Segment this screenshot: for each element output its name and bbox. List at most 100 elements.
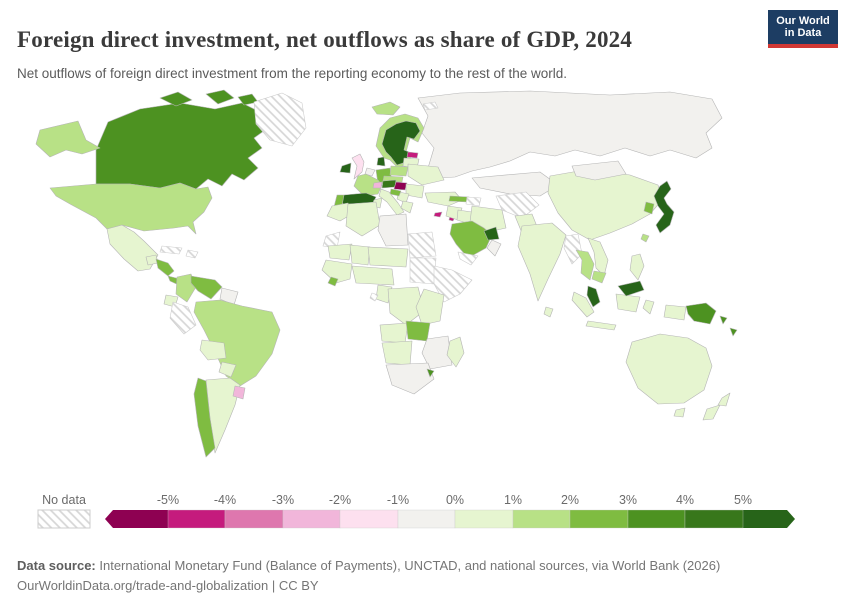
region-angola[interactable]: Angola: 0% to 1%	[379, 322, 409, 344]
region-taiwan[interactable]: Taiwan: 1% to 2%	[640, 233, 650, 243]
region-papua_new_guinea[interactable]: Papua New Guinea: 3% to 4%	[685, 302, 717, 325]
region-ireland[interactable]: Ireland: > 5%	[339, 162, 352, 174]
region-austria[interactable]: Austria: 4% to 5%	[381, 179, 397, 189]
region-indonesia_sumatra[interactable]: Indonesia (Sumatra): 0% to 1%	[571, 291, 595, 318]
region-greenland[interactable]: Greenland: No data	[253, 92, 307, 147]
region-turkey[interactable]: Turkey: 0% to 1%	[424, 191, 463, 207]
region-yemen[interactable]: Yemen: No data	[457, 251, 479, 266]
legend-bin-9[interactable]	[627, 509, 686, 529]
footer-link-line[interactable]: OurWorldinData.org/trade-and-globalizati…	[17, 578, 319, 594]
region-cuba[interactable]: Cuba: No data	[159, 245, 183, 255]
legend-bin-10[interactable]	[684, 509, 744, 529]
region-romania_bulgaria[interactable]: Romania / Bulgaria: 0% to 1%	[405, 183, 425, 199]
legend-bin-5[interactable]	[397, 509, 456, 529]
owid-logo[interactable]: Our World in Data	[768, 10, 838, 48]
region-uae_qatar[interactable]: United Arab Emirates / Qatar: > 5%	[483, 226, 500, 241]
region-bolivia[interactable]: Bolivia: 0% to 1%	[199, 339, 227, 361]
region-drc[interactable]: DR Congo: 0% to 1%	[387, 286, 425, 326]
region-uk[interactable]: United Kingdom: -2% to -1%	[351, 153, 365, 180]
region-usa[interactable]: United States: 1% to 2%	[49, 182, 213, 235]
legend-bin-1[interactable]	[167, 509, 226, 529]
region-indonesia_borneo[interactable]: Indonesia (Kalimantan): 0% to 1%	[615, 293, 641, 313]
region-switzerland[interactable]: Switzerland: -3% to -2%	[372, 181, 383, 189]
region-china[interactable]: China: 0% to 1%	[547, 168, 663, 241]
region-thailand[interactable]: Thailand: 1% to 2%	[575, 249, 595, 281]
region-indonesia_java[interactable]: Indonesia (Java): 0% to 1%	[585, 320, 617, 331]
region-ukraine_belarus[interactable]: Ukraine / Belarus: 0% to 1%	[407, 163, 445, 186]
region-sudan[interactable]: Sudan: No data	[409, 257, 437, 285]
region-honduras_nicaragua[interactable]: Honduras / Nicaragua: 2% to 3%	[155, 258, 175, 277]
region-morocco[interactable]: Morocco: 0% to 1%	[326, 202, 353, 222]
region-libya[interactable]: Libya: -1% to 0%	[377, 213, 409, 247]
region-algeria[interactable]: Algeria: 0% to 1%	[345, 201, 381, 237]
region-mozambique_zimbabwe[interactable]: Mozambique / Zimbabwe: -1% to 0%	[421, 335, 453, 370]
region-new_zealand_north[interactable]: New Zealand (North Island): 0% to 1%	[717, 392, 731, 407]
region-paraguay[interactable]: Paraguay: 0% to 1%	[218, 361, 237, 378]
region-kenya_tanzania[interactable]: Kenya / Tanzania: 0% to 1%	[415, 288, 445, 326]
region-namibia_botswana[interactable]: Namibia / Botswana: 0% to 1%	[381, 340, 413, 366]
region-tasmania[interactable]: Australia (Tasmania): 0% to 1%	[673, 407, 686, 418]
region-egypt[interactable]: Egypt: No data	[407, 231, 437, 259]
region-madagascar[interactable]: Madagascar: 0% to 1%	[446, 336, 465, 368]
region-myanmar[interactable]: Myanmar: No data	[563, 233, 583, 265]
region-peru[interactable]: Peru: No data	[169, 301, 197, 335]
legend-bin-6[interactable]	[454, 509, 514, 529]
region-australia[interactable]: Australia: 0% to 1%	[625, 333, 713, 405]
region-malaysia_borneo[interactable]: Malaysia (Borneo): > 5%	[617, 280, 645, 297]
region-croatia_slovenia[interactable]: Croatia / Slovenia: 2% to 3%	[389, 188, 402, 197]
region-philippines[interactable]: Philippines: 0% to 1%	[629, 253, 645, 281]
region-svalbard[interactable]: Svalbard: No data	[422, 101, 439, 111]
region-south_korea[interactable]: South Korea: 2% to 3%	[643, 201, 655, 215]
region-turkmenistan_afghanistan[interactable]: Turkmenistan / Afghanistan: No data	[495, 191, 540, 219]
region-hungary[interactable]: Hungary: < -5%	[393, 181, 408, 191]
region-kazakhstan_central_asia[interactable]: Kazakhstan / Central Asia: -1% to 0%	[471, 171, 559, 197]
region-greece[interactable]: Greece: 0% to 1%	[400, 200, 414, 214]
region-mongolia[interactable]: Mongolia: -1% to 0%	[571, 160, 627, 181]
region-azerbaijan[interactable]: Azerbaijan: No data	[465, 196, 482, 207]
legend-bin-11[interactable]	[743, 510, 795, 528]
region-alaska[interactable]: United States (Alaska): 1% to 2%	[35, 120, 101, 158]
legend-bin-8[interactable]	[569, 509, 629, 529]
region-netherlands[interactable]: Netherlands / Belgium: -1% to 0%	[364, 167, 376, 177]
region-norway_sweden_finland[interactable]: Norway / Sweden / Finland: > 5%	[381, 120, 421, 166]
region-canada_islands[interactable]: Canada (arctic islands): 3% to 4%	[205, 89, 235, 105]
region-solomon_islands[interactable]: Solomon Islands: 3% to 4%	[719, 315, 728, 325]
legend-bin-0[interactable]	[105, 510, 168, 528]
region-indonesia_sulawesi[interactable]: Indonesia (Sulawesi): 0% to 1%	[642, 299, 655, 315]
region-italy[interactable]: Italy: 0% to 1%	[378, 188, 405, 216]
region-georgia_armenia[interactable]: Georgia / Armenia: 2% to 3%	[448, 195, 470, 203]
region-sri_lanka[interactable]: Sri Lanka: 0% to 1%	[543, 306, 554, 318]
region-russia[interactable]: Russia: -1% to 0%	[417, 90, 723, 179]
region-oman[interactable]: Oman: -1% to 0%	[486, 239, 502, 257]
region-malaysia_peninsular[interactable]: Malaysia (peninsular): > 5%	[586, 285, 601, 308]
world-choropleth-map[interactable]: Russia: -1% to 0% Canada: 3% to 4%Canada …	[10, 88, 840, 488]
region-cyprus[interactable]: Cyprus: -5% to -4%	[433, 211, 443, 218]
legend-bin-3[interactable]	[282, 509, 341, 529]
legend-bin-4[interactable]	[339, 509, 399, 529]
region-south_africa[interactable]: South Africa: -1% to 0%	[385, 362, 435, 395]
region-venezuela[interactable]: Venezuela: 2% to 3%	[190, 275, 223, 300]
region-equatorial_guinea[interactable]: Equatorial Guinea: No data	[369, 292, 379, 302]
region-poland[interactable]: Poland: 1% to 2%	[389, 165, 409, 177]
legend-bin-7[interactable]	[512, 509, 571, 529]
region-canada_islands[interactable]: Canada (arctic islands): 3% to 4%	[159, 91, 193, 107]
region-indonesia_papua[interactable]: Indonesia (Papua): 0% to 1%	[663, 304, 687, 321]
region-denmark[interactable]: Denmark: > 5%	[376, 156, 386, 167]
region-niger_chad[interactable]: Niger / Chad: 0% to 1%	[367, 246, 409, 268]
region-zambia[interactable]: Zambia: 2% to 3%	[405, 320, 431, 342]
region-iceland[interactable]: Iceland: 1% to 2%	[371, 101, 401, 116]
region-mauritania[interactable]: Mauritania: 0% to 1%	[327, 243, 353, 261]
region-hispaniola[interactable]: Haiti / Dominican Republic: No data	[185, 249, 199, 259]
region-new_zealand_south[interactable]: New Zealand (South Island): 0% to 1%	[702, 404, 721, 421]
region-japan[interactable]: Japan: > 5%	[653, 180, 675, 234]
region-mali[interactable]: Mali: 0% to 1%	[349, 244, 371, 266]
region-estonia[interactable]: Estonia: -5% to -4%	[406, 151, 419, 159]
region-fiji_vanuatu[interactable]: Vanuatu / Fiji: 3% to 4%	[729, 327, 738, 337]
region-france[interactable]: France: 1% to 2%	[353, 173, 383, 197]
region-cambodia[interactable]: Cambodia: 1% to 2%	[591, 270, 607, 284]
region-brazil[interactable]: Brazil: 1% to 2%	[193, 299, 281, 387]
region-liberia[interactable]: Liberia: 2% to 3%	[327, 276, 339, 287]
region-horn_of_africa[interactable]: Ethiopia / Somalia: No data	[433, 265, 473, 303]
region-eswatini[interactable]: Eswatini: 3% to 4%	[426, 368, 435, 378]
region-canada[interactable]: Canada: 3% to 4%	[95, 102, 269, 190]
